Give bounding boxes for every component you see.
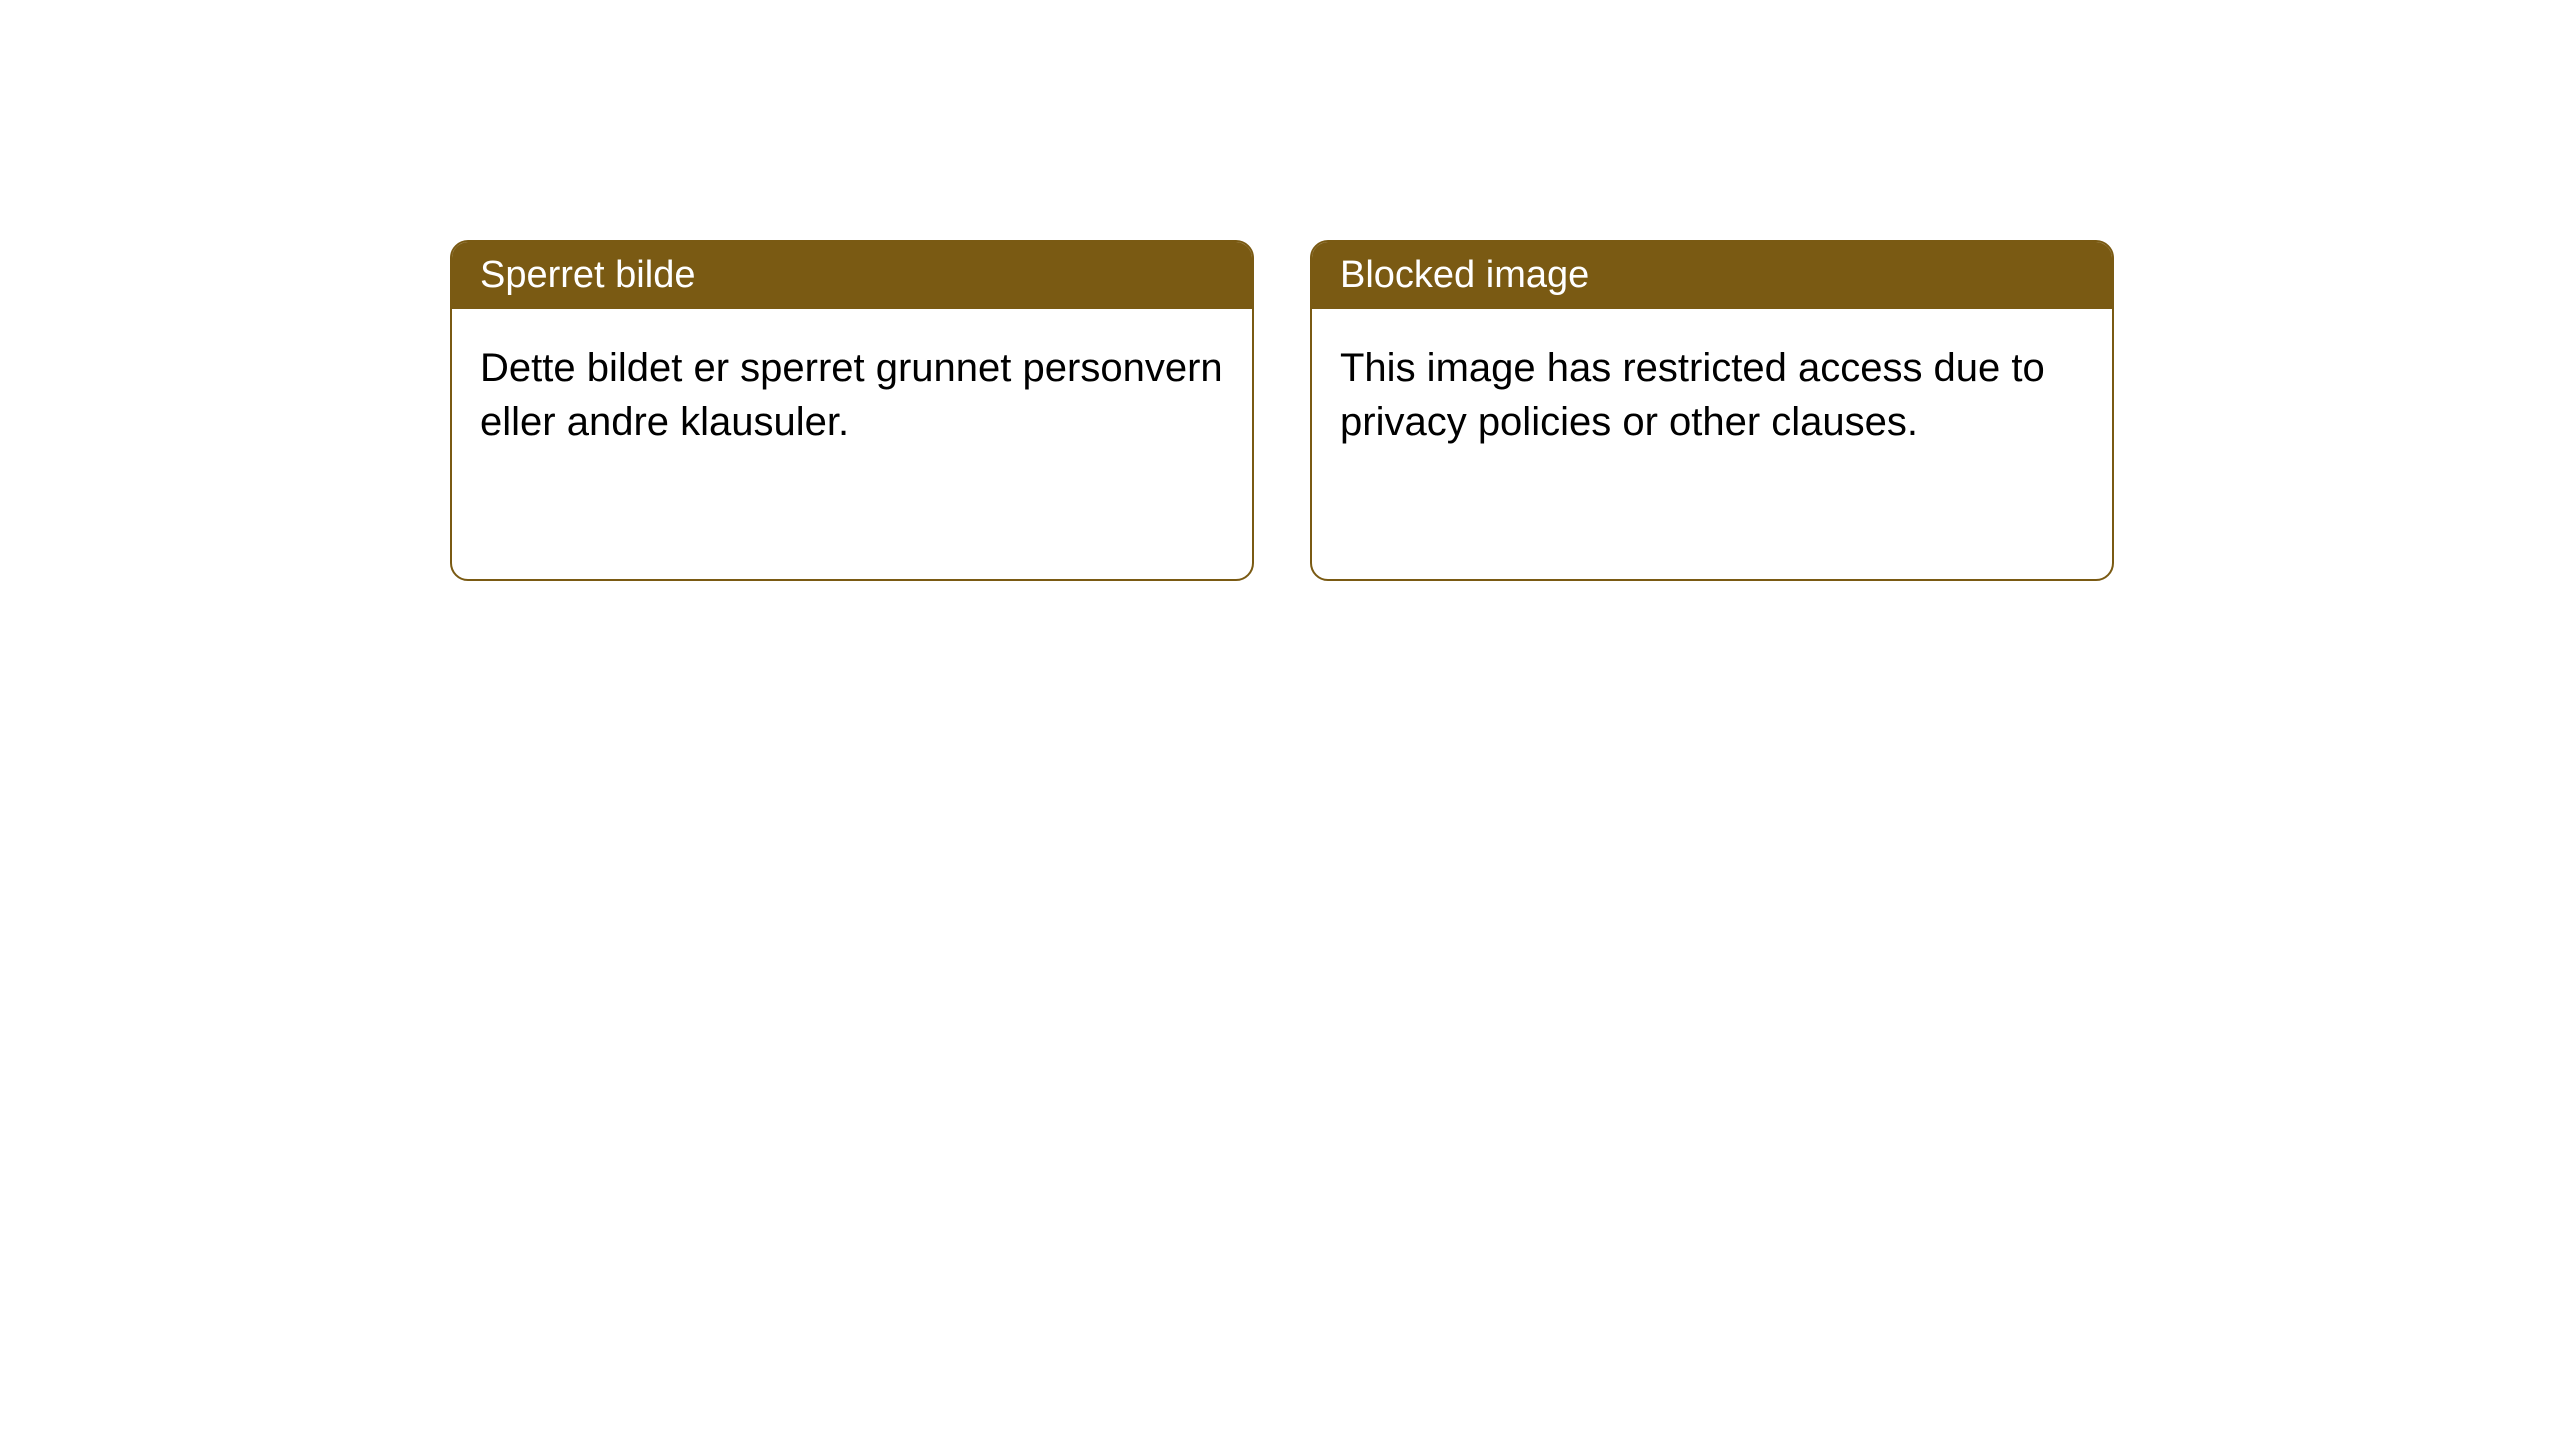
notice-card-body: Dette bildet er sperret grunnet personve… [452, 309, 1252, 579]
notice-card-title: Sperret bilde [452, 242, 1252, 309]
notice-card-title: Blocked image [1312, 242, 2112, 309]
notice-card-english: Blocked image This image has restricted … [1310, 240, 2114, 581]
notice-cards-container: Sperret bilde Dette bildet er sperret gr… [450, 240, 2114, 581]
notice-card-body: This image has restricted access due to … [1312, 309, 2112, 579]
notice-card-norwegian: Sperret bilde Dette bildet er sperret gr… [450, 240, 1254, 581]
